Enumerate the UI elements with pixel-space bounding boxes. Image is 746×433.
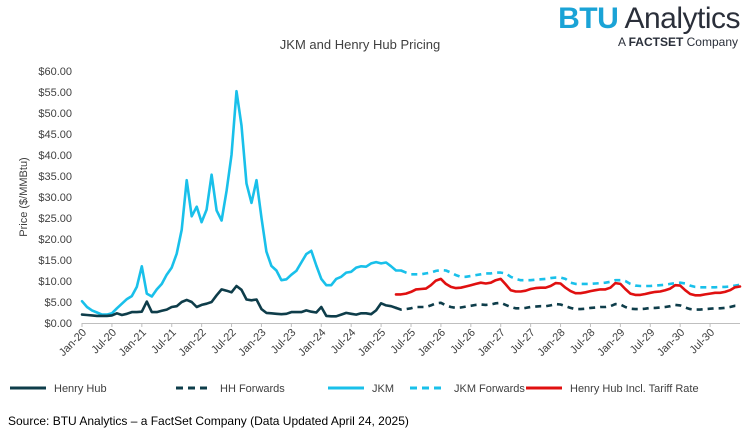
series-line-hh-forwards — [395, 301, 740, 311]
y-axis-ticks: $0.00 $5.00 $10.00 $15.00 $20.00 $25.00 $30.00… — [38, 66, 72, 330]
y-tick-label: $10.00 — [38, 276, 72, 288]
x-tick-label: Jan-30 — [655, 327, 687, 359]
source-note: Source: BTU Analytics – a FactSet Compan… — [8, 414, 409, 428]
y-tick-label: $60.00 — [38, 66, 72, 78]
y-tick-label: $20.00 — [38, 234, 72, 246]
y-tick-label: $35.00 — [38, 171, 72, 183]
brand-name-analytics: Analytics — [624, 2, 740, 35]
x-tick-label: Jul-26 — [448, 327, 478, 357]
legend-label: JKM — [372, 383, 394, 395]
chart-legend: Henry Hub HH Forwards JKM JKM Forwards Henry… — [10, 383, 699, 395]
x-tick-label: Jan-23 — [236, 327, 268, 359]
series-line-henry-hub — [80, 284, 398, 318]
y-tick-label: $55.00 — [38, 87, 72, 99]
brand-tagline: A FACTSET Company — [618, 35, 738, 49]
x-tick-label: Jan-21 — [117, 327, 149, 359]
x-tick-label: Jul-20 — [89, 327, 119, 357]
x-tick-label: Jul-25 — [388, 327, 418, 357]
series-line-jkm-forwards — [400, 268, 741, 289]
brand-tagline-suffix: Company — [686, 35, 738, 49]
y-tick-label: $5.00 — [44, 297, 72, 309]
x-tick-label: Jul-23 — [269, 327, 299, 357]
x-tick-label: Jul-21 — [149, 327, 179, 357]
series-line-jkm — [80, 89, 403, 316]
x-tick-label: Jul-29 — [628, 327, 658, 357]
y-tick-label: $15.00 — [38, 255, 72, 267]
brand-name-btu: BTU — [558, 2, 619, 35]
x-tick-label: Jan-26 — [416, 327, 448, 359]
x-tick-label: Jul-28 — [568, 327, 598, 357]
y-tick-label: $40.00 — [38, 150, 72, 162]
brand-name: BTU Analytics — [558, 2, 740, 36]
y-axis-label: Price ($/MMBtu) — [18, 157, 30, 236]
x-tick-label: Jul-27 — [508, 327, 538, 357]
y-tick-label: $25.00 — [38, 213, 72, 225]
x-tick-label: Jan-22 — [176, 327, 208, 359]
x-tick-label: Jan-28 — [535, 327, 567, 359]
y-tick-label: $50.00 — [38, 108, 72, 120]
x-tick-label: Jan-20 — [57, 327, 89, 359]
legend-label: JKM Forwards — [454, 383, 525, 395]
series-layer — [80, 89, 742, 318]
brand-logo: BTU Analytics A FACTSET Company — [540, 2, 740, 52]
y-tick-label: $45.00 — [38, 129, 72, 141]
x-tick-label: Jan-29 — [595, 327, 627, 359]
legend-label: Henry Hub Incl. Tariff Rate — [570, 383, 699, 395]
brand-tagline-factset: FACTSET — [628, 35, 684, 49]
legend-label: Henry Hub — [54, 383, 107, 395]
legend-label: HH Forwards — [220, 383, 285, 395]
y-tick-label: $0.00 — [44, 318, 72, 330]
x-tick-label: Jan-24 — [296, 327, 328, 359]
x-tick-label: Jul-22 — [209, 327, 239, 357]
brand-tagline-prefix: A — [617, 35, 626, 49]
x-tick-label: Jan-25 — [356, 327, 388, 359]
series-line-henry-hub-incl-tariff-rate — [394, 277, 742, 297]
x-tick-label: Jul-24 — [329, 327, 359, 357]
x-tick-label: Jan-27 — [476, 327, 508, 359]
chart-title: JKM and Henry Hub Pricing — [280, 37, 440, 52]
x-tick-label: Jul-30 — [688, 327, 718, 357]
y-tick-label: $30.00 — [38, 192, 72, 204]
